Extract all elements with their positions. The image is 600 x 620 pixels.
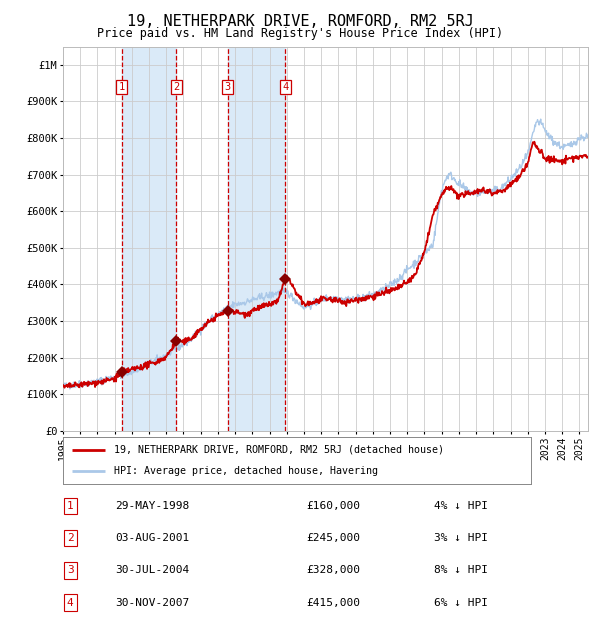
Text: 6% ↓ HPI: 6% ↓ HPI [434,598,488,608]
Text: £328,000: £328,000 [306,565,360,575]
Text: Price paid vs. HM Land Registry's House Price Index (HPI): Price paid vs. HM Land Registry's House … [97,27,503,40]
Text: HPI: Average price, detached house, Havering: HPI: Average price, detached house, Have… [115,466,379,476]
Text: 3: 3 [225,82,231,92]
Text: 4% ↓ HPI: 4% ↓ HPI [434,501,488,511]
Text: £415,000: £415,000 [306,598,360,608]
Text: 3% ↓ HPI: 3% ↓ HPI [434,533,488,543]
Text: £245,000: £245,000 [306,533,360,543]
Text: 8% ↓ HPI: 8% ↓ HPI [434,565,488,575]
Bar [228,46,285,431]
Text: 30-JUL-2004: 30-JUL-2004 [115,565,190,575]
Text: 29-MAY-1998: 29-MAY-1998 [115,501,190,511]
Text: 1: 1 [119,82,125,92]
Text: 4: 4 [282,82,289,92]
Text: 4: 4 [67,598,74,608]
Text: 19, NETHERPARK DRIVE, ROMFORD, RM2 5RJ (detached house): 19, NETHERPARK DRIVE, ROMFORD, RM2 5RJ (… [115,445,445,454]
Text: 2: 2 [67,533,74,543]
Text: 19, NETHERPARK DRIVE, ROMFORD, RM2 5RJ: 19, NETHERPARK DRIVE, ROMFORD, RM2 5RJ [127,14,473,29]
Text: 3: 3 [67,565,74,575]
Bar [122,46,176,431]
Text: £160,000: £160,000 [306,501,360,511]
Text: 03-AUG-2001: 03-AUG-2001 [115,533,190,543]
Text: 2: 2 [173,82,179,92]
Text: 30-NOV-2007: 30-NOV-2007 [115,598,190,608]
Text: 1: 1 [67,501,74,511]
